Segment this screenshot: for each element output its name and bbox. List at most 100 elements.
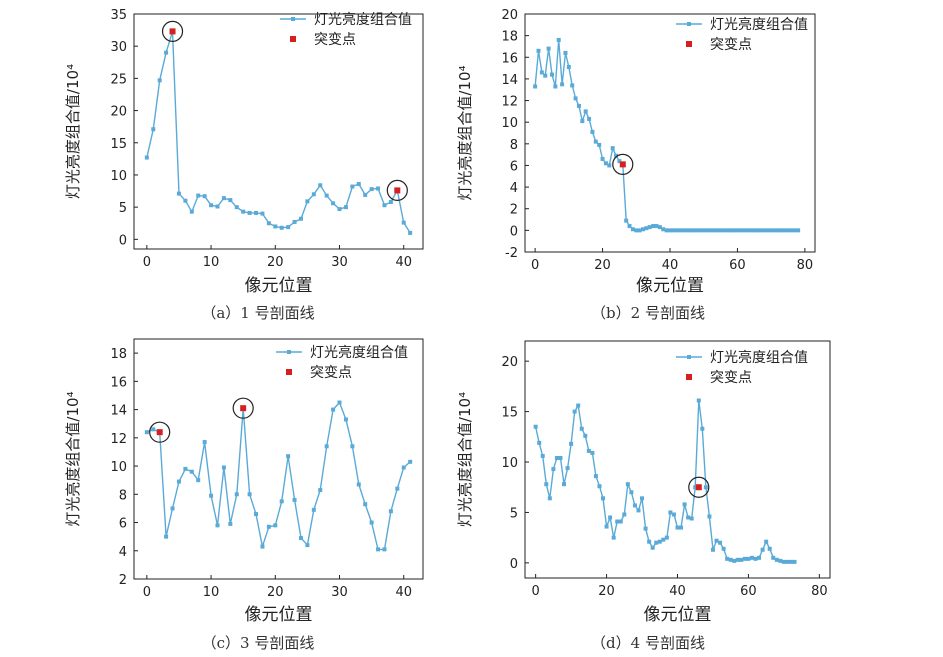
x-tick-label: 20: [598, 584, 615, 599]
data-point: [260, 211, 265, 216]
x-tick-label: 0: [531, 258, 539, 273]
data-point: [679, 525, 684, 530]
data-point: [254, 512, 259, 517]
data-point: [668, 228, 672, 233]
breakpoint-marker: [394, 187, 401, 194]
data-point: [698, 228, 703, 233]
data-point: [144, 430, 149, 435]
data-point: [324, 193, 329, 198]
panel-c: 0 10 20 30 40 2 4 6 8 10 12 14 16 18 像元位置 灯光亮度组合值/10⁴ （c…: [64, 338, 424, 652]
data-point: [215, 204, 220, 209]
data-point: [781, 559, 786, 564]
data-point: [311, 507, 316, 512]
data-point: [671, 228, 676, 233]
y-tick-label: 5: [510, 506, 518, 521]
data-point: [363, 192, 368, 197]
data-point: [215, 523, 220, 528]
data-point: [785, 559, 790, 564]
data-point: [714, 538, 719, 543]
data-point: [668, 510, 673, 515]
y-tick-label: 30: [110, 40, 127, 55]
breakpoint-marker: [619, 161, 626, 168]
data-point: [640, 496, 645, 501]
data-point: [718, 228, 723, 233]
y-axis-label: 灯光亮度组合值/10⁴: [456, 65, 474, 200]
y-tick-label: 12: [110, 432, 127, 447]
data-point: [157, 78, 162, 83]
y-tick-label: 16: [110, 375, 127, 390]
data-point: [228, 521, 233, 526]
data-point: [196, 478, 201, 483]
data-point: [221, 465, 226, 470]
data-point: [696, 398, 701, 403]
data-point: [573, 96, 578, 101]
data-point: [176, 191, 181, 196]
breakpoint-circle: [232, 397, 254, 419]
data-point: [569, 441, 574, 446]
data-point: [382, 203, 387, 208]
data-point: [576, 103, 581, 108]
data-point: [247, 210, 252, 215]
data-point: [543, 73, 548, 78]
x-tick-label: 40: [395, 255, 412, 270]
data-point: [765, 228, 770, 233]
y-tick-label: 15: [110, 137, 127, 152]
legend-line-marker: [291, 17, 295, 21]
plot-frame: [133, 338, 424, 580]
data-point: [549, 72, 554, 77]
legend-label-breakpoint: 突变点: [314, 32, 356, 48]
data-point: [657, 225, 662, 230]
series-line: [534, 39, 799, 232]
data-point: [601, 496, 606, 501]
data-point: [537, 440, 542, 445]
x-tick-label: 0: [143, 255, 151, 270]
data-point: [144, 155, 149, 160]
data-point: [779, 228, 784, 233]
data-point: [657, 539, 662, 544]
data-point: [546, 46, 551, 51]
legend-label-series: 灯光亮度组合值: [710, 349, 808, 366]
data-point: [632, 503, 637, 508]
data-point: [654, 540, 659, 545]
y-tick-label: 6: [119, 517, 127, 532]
data-point: [369, 187, 374, 192]
data-point: [369, 520, 374, 525]
legend-line-marker: [287, 350, 291, 354]
data-point: [647, 539, 652, 544]
data-point: [788, 559, 793, 564]
panel-caption: （d）4 号剖面线: [591, 634, 705, 652]
data-point: [388, 200, 393, 204]
data-point: [759, 228, 764, 233]
data-point: [624, 218, 629, 223]
data-point: [604, 524, 609, 529]
data-point: [337, 207, 342, 212]
y-tick-label: 20: [110, 105, 127, 120]
legend-label-series: 灯光亮度组合值: [310, 344, 408, 361]
legend-line-marker: [687, 22, 691, 26]
x-tick-label: 30: [331, 585, 348, 600]
data-point: [732, 228, 737, 233]
data-point: [298, 216, 303, 221]
x-tick-label: 60: [729, 258, 746, 273]
data-point: [540, 453, 545, 458]
data-point: [711, 228, 716, 233]
data-point: [176, 479, 181, 484]
data-point: [769, 228, 774, 233]
data-point: [735, 228, 740, 233]
y-tick-label: 8: [119, 488, 127, 503]
y-tick-label: 2: [119, 573, 127, 588]
data-point: [183, 198, 188, 203]
y-tick-label: 35: [110, 8, 127, 23]
data-point: [247, 492, 252, 497]
panel-a: 0 10 20 30 40 0 5 10 15 20 25 30 35 像元位置 灯光亮度组合值/10⁴ （a…: [64, 8, 424, 322]
data-point: [693, 485, 698, 490]
y-tick-label: 10: [501, 456, 518, 471]
data-point: [183, 466, 188, 471]
data-point: [209, 493, 214, 498]
data-point: [708, 228, 713, 233]
data-point: [792, 559, 797, 564]
data-point: [572, 409, 577, 414]
data-point: [775, 228, 780, 233]
data-point: [767, 546, 772, 551]
